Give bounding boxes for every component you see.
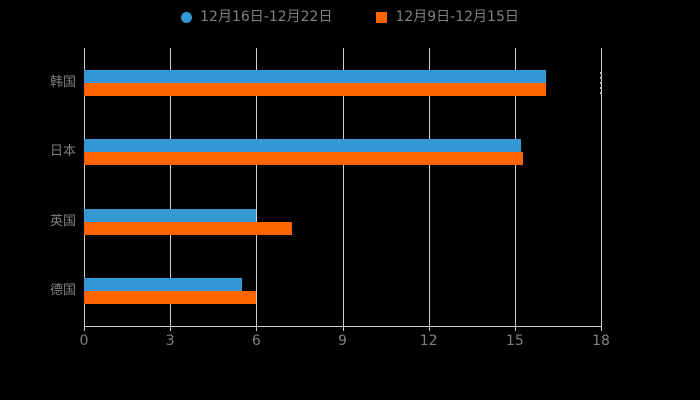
gridline-x-6 xyxy=(256,48,258,326)
bar-日本-series-2[interactable] xyxy=(84,152,524,166)
chart-legend: 12月16日-12月22日 12月9日-12月15日 xyxy=(0,0,700,34)
legend-circle-marker-icon xyxy=(181,11,193,23)
x-tick-15 xyxy=(514,326,516,331)
x-axis-label-9: 9 xyxy=(338,333,347,349)
y-axis-label-英国: 英国 xyxy=(49,213,76,229)
x-axis-label-15: 15 xyxy=(505,333,524,349)
x-axis-label-0: 0 xyxy=(79,333,89,349)
gridline-x-3 xyxy=(170,48,172,326)
x-tick-0 xyxy=(84,326,85,331)
x-tick-6 xyxy=(256,326,258,331)
legend-label-series-b: 12月9日-12月15日 xyxy=(395,9,519,25)
x-axis-label-6: 6 xyxy=(251,333,261,349)
x-axis-label-18: 18 xyxy=(592,333,610,349)
bar-英国-series-1[interactable] xyxy=(84,208,257,222)
bar-韩国-series-1[interactable] xyxy=(84,69,547,83)
y-axis-label-德国: 德国 xyxy=(49,283,76,299)
dotted-range-marker xyxy=(600,72,602,94)
gridline-x-18 xyxy=(601,48,602,326)
gridline-x-15 xyxy=(514,48,516,326)
legend-square-marker-icon xyxy=(376,11,388,23)
x-tick-18 xyxy=(601,326,602,331)
legend-item-series-b[interactable]: 12月9日-12月15日 xyxy=(376,9,519,25)
bar-日本-series-1[interactable] xyxy=(84,139,521,153)
plot-area xyxy=(84,48,602,326)
bar-德国-series-2[interactable] xyxy=(84,291,257,305)
legend-label-series-a: 12月16日-12月22日 xyxy=(200,9,333,25)
legend-item-series-a[interactable]: 12月16日-12月22日 xyxy=(181,10,332,24)
y-axis-label-韩国: 韩国 xyxy=(49,74,76,90)
y-axis-label-日本: 日本 xyxy=(49,144,76,160)
gridline-x-0 xyxy=(84,48,85,326)
gridline-x-12 xyxy=(428,48,430,326)
x-tick-9 xyxy=(342,326,344,331)
x-axis-label-12: 12 xyxy=(419,333,438,349)
bar-德国-series-1[interactable] xyxy=(84,278,242,292)
x-axis-label-3: 3 xyxy=(165,333,175,349)
bar-英国-series-2[interactable] xyxy=(84,221,293,235)
x-tick-12 xyxy=(428,326,430,331)
bar-韩国-series-2[interactable] xyxy=(84,82,547,96)
x-tick-3 xyxy=(170,326,172,331)
gridline-x-9 xyxy=(342,48,344,326)
